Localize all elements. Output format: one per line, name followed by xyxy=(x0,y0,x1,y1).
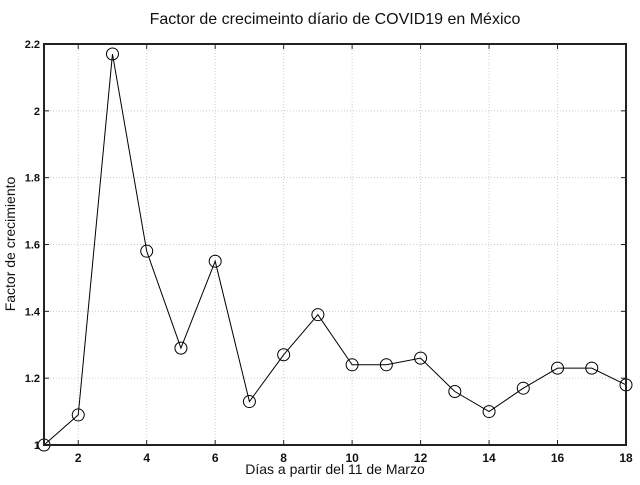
data-point xyxy=(551,361,565,375)
x-tick-label: 14 xyxy=(482,451,496,465)
series xyxy=(37,47,633,452)
y-tick-label: 1.2 xyxy=(25,373,40,385)
data-point xyxy=(208,254,222,268)
y-tick-label: 2 xyxy=(34,106,40,118)
x-tick-label: 18 xyxy=(619,451,633,465)
y-tick-label: 1.6 xyxy=(25,240,40,252)
x-tick-label: 6 xyxy=(212,451,219,465)
y-tick-label: 2.2 xyxy=(25,39,40,51)
data-point xyxy=(448,385,462,399)
data-point xyxy=(71,408,85,422)
data-point xyxy=(174,341,188,355)
ticks: 2 4 6 8 10 12 14 16 18 1 1.2 1.4 1.6 1.8 2 2.2 xyxy=(25,39,633,465)
chart-title: Factor de crecimeinto díario de COVID19 … xyxy=(150,11,521,28)
data-point xyxy=(482,405,496,419)
y-tick-label: 1 xyxy=(34,440,40,452)
x-tick-label: 16 xyxy=(551,451,565,465)
x-axis-label: Días a partir del 11 de Marzo xyxy=(245,461,425,477)
x-tick-label: 10 xyxy=(345,451,359,465)
series-line xyxy=(43,53,627,446)
data-point xyxy=(140,244,154,258)
x-tick-label: 8 xyxy=(280,451,287,465)
data-point xyxy=(105,47,119,61)
x-tick-label: 12 xyxy=(414,451,428,465)
data-point xyxy=(311,308,325,322)
data-point xyxy=(516,381,530,395)
data-point xyxy=(585,361,599,375)
data-point xyxy=(414,351,428,365)
x-tick-label: 2 xyxy=(75,451,82,465)
y-tick-label: 1.8 xyxy=(25,173,40,185)
y-axis-label: Factor de crecimiento xyxy=(2,176,18,311)
data-point xyxy=(379,358,393,372)
plot-frame xyxy=(43,43,627,446)
data-point xyxy=(345,358,359,372)
data-point xyxy=(242,395,256,409)
x-tick-label: 4 xyxy=(143,451,150,465)
grid xyxy=(44,43,627,446)
data-point xyxy=(277,348,291,362)
y-tick-label: 1.4 xyxy=(25,306,41,318)
